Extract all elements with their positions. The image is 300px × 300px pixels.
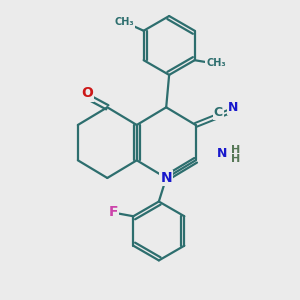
Text: F: F (109, 205, 118, 219)
Text: H: H (231, 145, 241, 155)
Text: C: C (214, 106, 223, 119)
Text: O: O (81, 86, 93, 100)
Text: N: N (228, 101, 238, 114)
Text: CH₃: CH₃ (114, 17, 134, 27)
Text: N: N (217, 147, 227, 160)
Text: N: N (160, 171, 172, 185)
Text: H: H (231, 154, 241, 164)
Text: CH₃: CH₃ (206, 58, 226, 68)
